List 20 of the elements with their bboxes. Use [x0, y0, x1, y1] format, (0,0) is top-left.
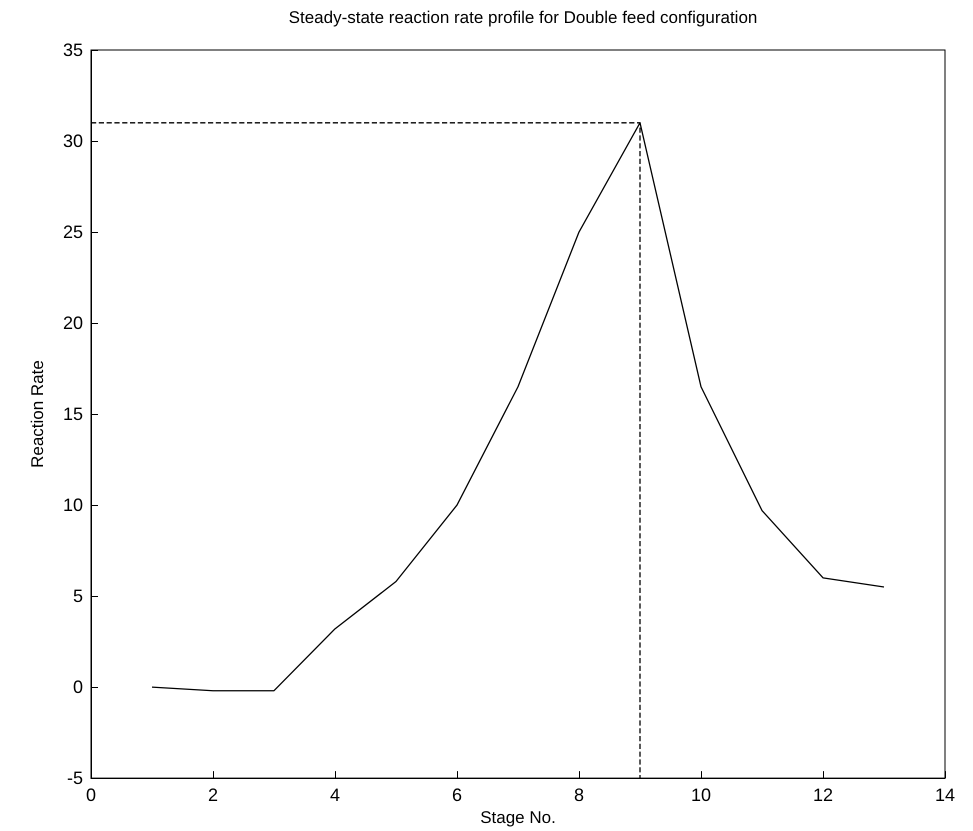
x-tick-label: 4: [330, 785, 340, 806]
y-tick-label: 35: [62, 40, 83, 60]
x-axis-title: Stage No.: [480, 808, 556, 827]
x-tick-label: 0: [86, 785, 96, 806]
x-tick-label: 14: [934, 785, 956, 806]
y-tick-label: 15: [62, 404, 83, 424]
y-axis-title: Reaction Rate: [28, 360, 47, 468]
y-tick-label: -5: [66, 768, 83, 788]
y-tick-label: 0: [72, 677, 83, 698]
y-tick-label: 25: [62, 222, 83, 242]
y-tick-label: 5: [72, 586, 83, 606]
y-tick-label: 30: [62, 131, 83, 152]
y-tick-label: 10: [62, 495, 83, 516]
chart-title: Steady-state reaction rate profile for Double feed configuration: [288, 8, 758, 27]
x-tick-label: 10: [690, 785, 712, 806]
x-tick-label: 6: [452, 785, 462, 806]
x-tick-label: 2: [208, 785, 218, 806]
x-tick-label: 12: [812, 785, 834, 806]
y-tick-label: 20: [62, 313, 83, 334]
x-tick-label: 8: [574, 785, 584, 806]
